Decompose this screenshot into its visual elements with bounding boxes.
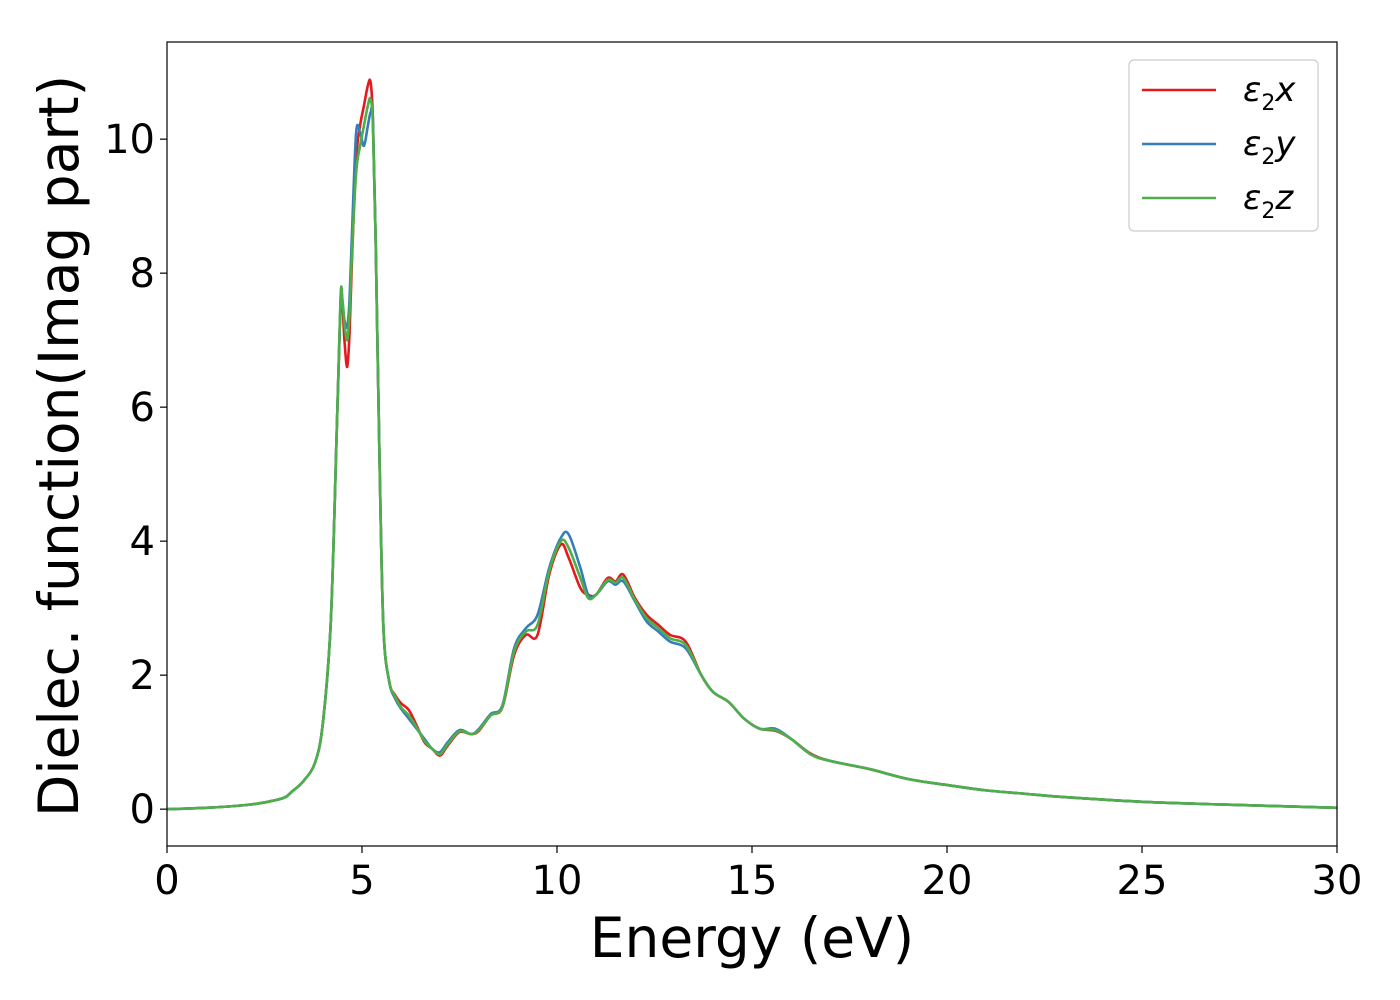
x-tick-label: 20 bbox=[922, 858, 973, 904]
legend-label-subscript: 2 bbox=[1261, 199, 1275, 224]
legend-label-tail: x bbox=[1274, 70, 1296, 110]
legend-box bbox=[1128, 59, 1319, 232]
y-tick-label: 6 bbox=[130, 385, 155, 431]
legend-label-tail: z bbox=[1274, 178, 1294, 218]
legend-label-z: ε2z bbox=[1243, 178, 1294, 224]
x-tick-label: 0 bbox=[154, 858, 179, 904]
legend-label-y: ε2y bbox=[1243, 124, 1296, 170]
legend-label-base: ε bbox=[1243, 178, 1261, 218]
x-tick-label: 15 bbox=[727, 858, 778, 904]
legend-label-x: ε2x bbox=[1243, 70, 1296, 116]
y-tick-label: 2 bbox=[130, 653, 155, 699]
series-line-z bbox=[166, 96, 1338, 811]
x-tick-label: 10 bbox=[532, 858, 583, 904]
x-tick-label: 25 bbox=[1117, 858, 1168, 904]
x-tick-label: 30 bbox=[1312, 858, 1363, 904]
y-tick-label: 4 bbox=[130, 519, 155, 565]
y-tick-label: 10 bbox=[104, 117, 155, 163]
legend-label-tail: y bbox=[1274, 124, 1296, 164]
y-tick-label: 0 bbox=[130, 787, 155, 833]
legend-label-base: ε bbox=[1243, 124, 1261, 164]
legend-label-subscript: 2 bbox=[1261, 145, 1275, 170]
x-axis-ticks: 0 5 10 15 20 25 30 bbox=[154, 846, 1362, 904]
legend-label-base: ε bbox=[1243, 70, 1261, 110]
x-axis-label: Energy (eV) bbox=[590, 906, 914, 970]
y-axis-ticks: 0 2 4 6 8 10 bbox=[104, 117, 167, 833]
y-axis-label: Dielec. function(Imag part) bbox=[27, 75, 91, 817]
legend-label-subscript: 2 bbox=[1261, 91, 1275, 116]
x-tick-label: 5 bbox=[349, 858, 374, 904]
series-layer bbox=[166, 78, 1338, 811]
y-tick-label: 8 bbox=[130, 251, 155, 297]
